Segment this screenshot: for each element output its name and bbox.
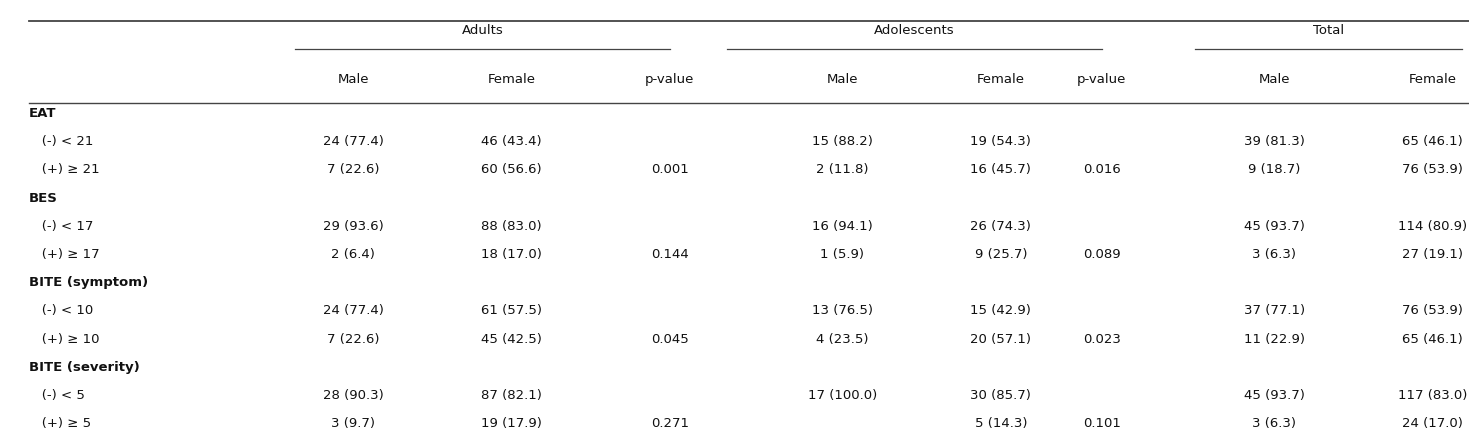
Text: 16 (45.7): 16 (45.7): [971, 164, 1031, 176]
Text: 1 (5.9): 1 (5.9): [821, 248, 864, 261]
Text: 114 (80.9): 114 (80.9): [1398, 220, 1468, 233]
Text: 0.089: 0.089: [1083, 248, 1121, 261]
Text: 37 (77.1): 37 (77.1): [1244, 304, 1304, 317]
Text: 24 (77.4): 24 (77.4): [323, 135, 383, 148]
Text: 0.101: 0.101: [1083, 417, 1121, 430]
Text: 0.271: 0.271: [651, 417, 689, 430]
Text: p-value: p-value: [1077, 73, 1127, 86]
Text: BITE (severity): BITE (severity): [29, 361, 140, 374]
Text: (+) ≥ 5: (+) ≥ 5: [29, 417, 91, 430]
Text: 15 (42.9): 15 (42.9): [971, 304, 1031, 317]
Text: 2 (6.4): 2 (6.4): [331, 248, 375, 261]
Text: 0.001: 0.001: [651, 164, 689, 176]
Text: 24 (77.4): 24 (77.4): [323, 304, 383, 317]
Text: 24 (17.0): 24 (17.0): [1403, 417, 1463, 430]
Text: 117 (83.0): 117 (83.0): [1398, 389, 1468, 402]
Text: 7 (22.6): 7 (22.6): [326, 164, 379, 176]
Text: 87 (82.1): 87 (82.1): [480, 389, 542, 402]
Text: (+) ≥ 17: (+) ≥ 17: [29, 248, 100, 261]
Text: Male: Male: [338, 73, 369, 86]
Text: 0.144: 0.144: [651, 248, 689, 261]
Text: p-value: p-value: [645, 73, 695, 86]
Text: 45 (93.7): 45 (93.7): [1244, 220, 1304, 233]
Text: 20 (57.1): 20 (57.1): [971, 333, 1031, 345]
Text: 3 (6.3): 3 (6.3): [1253, 248, 1296, 261]
Text: 65 (46.1): 65 (46.1): [1403, 135, 1463, 148]
Text: Female: Female: [1409, 73, 1457, 86]
Text: 39 (81.3): 39 (81.3): [1244, 135, 1304, 148]
Text: 3 (9.7): 3 (9.7): [331, 417, 375, 430]
Text: Adolescents: Adolescents: [874, 24, 955, 37]
Text: 27 (19.1): 27 (19.1): [1403, 248, 1463, 261]
Text: 4 (23.5): 4 (23.5): [817, 333, 868, 345]
Text: 61 (57.5): 61 (57.5): [480, 304, 542, 317]
Text: 9 (25.7): 9 (25.7): [974, 248, 1027, 261]
Text: 7 (22.6): 7 (22.6): [326, 333, 379, 345]
Text: 15 (88.2): 15 (88.2): [812, 135, 873, 148]
Text: 5 (14.3): 5 (14.3): [974, 417, 1027, 430]
Text: 11 (22.9): 11 (22.9): [1244, 333, 1304, 345]
Text: 29 (93.6): 29 (93.6): [323, 220, 383, 233]
Text: (-) < 17: (-) < 17: [29, 220, 94, 233]
Text: Male: Male: [827, 73, 858, 86]
Text: 0.045: 0.045: [651, 333, 689, 345]
Text: 30 (85.7): 30 (85.7): [971, 389, 1031, 402]
Text: 0.023: 0.023: [1083, 333, 1121, 345]
Text: 9 (18.7): 9 (18.7): [1249, 164, 1300, 176]
Text: 16 (94.1): 16 (94.1): [812, 220, 873, 233]
Text: Female: Female: [488, 73, 535, 86]
Text: 18 (17.0): 18 (17.0): [480, 248, 542, 261]
Text: 76 (53.9): 76 (53.9): [1403, 164, 1463, 176]
Text: Total: Total: [1313, 24, 1344, 37]
Text: 17 (100.0): 17 (100.0): [808, 389, 877, 402]
Text: 60 (56.6): 60 (56.6): [480, 164, 542, 176]
Text: 45 (93.7): 45 (93.7): [1244, 389, 1304, 402]
Text: (-) < 21: (-) < 21: [29, 135, 94, 148]
Text: 19 (17.9): 19 (17.9): [480, 417, 542, 430]
Text: 65 (46.1): 65 (46.1): [1403, 333, 1463, 345]
Text: 76 (53.9): 76 (53.9): [1403, 304, 1463, 317]
Text: 45 (42.5): 45 (42.5): [480, 333, 542, 345]
Text: BITE (symptom): BITE (symptom): [29, 276, 148, 289]
Text: 88 (83.0): 88 (83.0): [480, 220, 542, 233]
Text: (-) < 5: (-) < 5: [29, 389, 85, 402]
Text: 13 (76.5): 13 (76.5): [812, 304, 873, 317]
Text: 46 (43.4): 46 (43.4): [480, 135, 542, 148]
Text: (+) ≥ 10: (+) ≥ 10: [29, 333, 100, 345]
Text: Female: Female: [977, 73, 1025, 86]
Text: Adults: Adults: [461, 24, 504, 37]
Text: 2 (11.8): 2 (11.8): [817, 164, 868, 176]
Text: BES: BES: [29, 191, 57, 204]
Text: 0.016: 0.016: [1083, 164, 1121, 176]
Text: 28 (90.3): 28 (90.3): [323, 389, 383, 402]
Text: (+) ≥ 21: (+) ≥ 21: [29, 164, 100, 176]
Text: 26 (74.3): 26 (74.3): [971, 220, 1031, 233]
Text: (-) < 10: (-) < 10: [29, 304, 94, 317]
Text: EAT: EAT: [29, 107, 57, 120]
Text: 19 (54.3): 19 (54.3): [971, 135, 1031, 148]
Text: Male: Male: [1259, 73, 1290, 86]
Text: 3 (6.3): 3 (6.3): [1253, 417, 1296, 430]
